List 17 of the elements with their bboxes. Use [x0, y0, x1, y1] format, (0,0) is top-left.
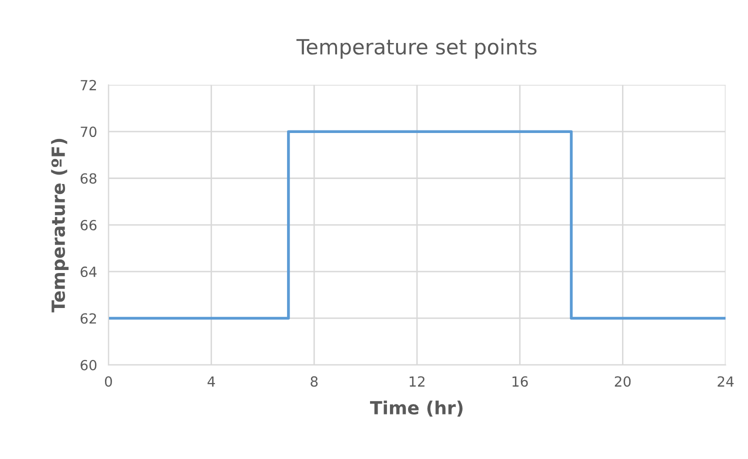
- y-tick-label: 68: [80, 173, 96, 184]
- y-tick-label: 70: [80, 126, 96, 138]
- y-axis-title: Temperature (ºF): [51, 138, 69, 312]
- y-tick-label: 64: [80, 266, 97, 278]
- x-tick-label: 12: [410, 376, 424, 387]
- x-tick-label: 4: [208, 376, 215, 387]
- y-tick-label: 72: [80, 80, 96, 90]
- x-tick-label: 0: [104, 376, 112, 387]
- y-tick-label: 62: [80, 313, 96, 324]
- x-tick-label: 16: [512, 376, 528, 387]
- x-tick-label: 20: [614, 376, 631, 387]
- x-tick-label: 8: [310, 376, 318, 387]
- y-tick-label: 60: [80, 360, 96, 370]
- chart-title: Temperature set points: [296, 38, 537, 59]
- x-tick-label: 24: [718, 376, 734, 387]
- x-axis-title: Time (hr): [370, 400, 463, 417]
- y-tick-label: 66: [80, 220, 96, 230]
